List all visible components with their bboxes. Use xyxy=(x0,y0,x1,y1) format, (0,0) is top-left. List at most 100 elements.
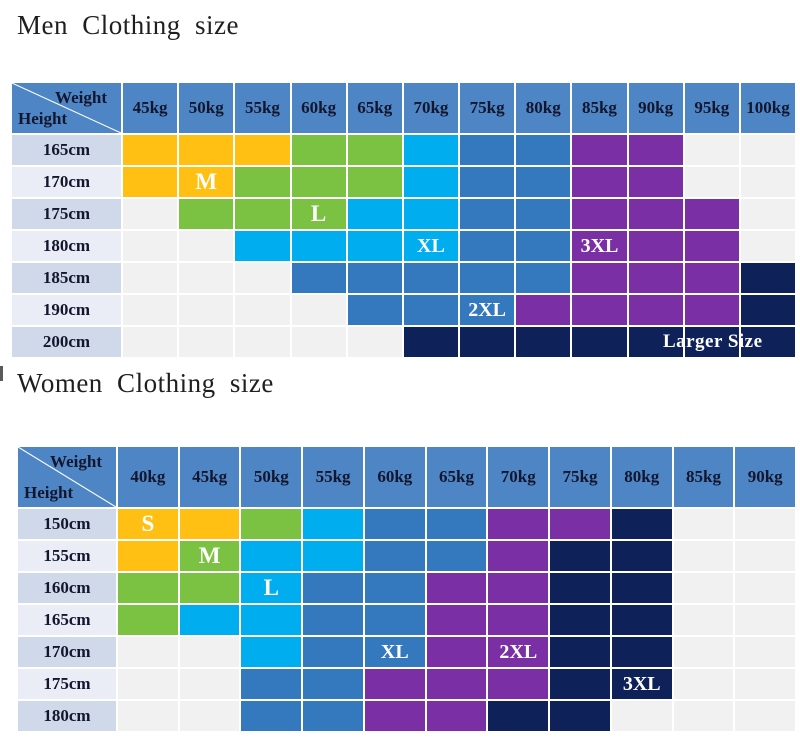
cell-190cm-55kg xyxy=(235,295,292,325)
col-header-45kg: 45kg xyxy=(123,83,180,133)
corner-height-label: Height xyxy=(24,483,74,502)
cell-165cm-90kg xyxy=(735,605,798,635)
col-header-90kg: 90kg xyxy=(735,447,798,507)
cell-185cm-90kg xyxy=(628,263,685,293)
row-cells xyxy=(123,135,798,165)
cell-170cm-40kg xyxy=(118,637,180,667)
row-cells xyxy=(118,701,798,731)
row-cells: S xyxy=(118,509,798,539)
cell-150cm-75kg xyxy=(550,509,612,539)
women-table-title: Women Clothing size xyxy=(17,368,274,398)
col-header-55kg: 55kg xyxy=(303,447,365,507)
cell-180cm-70kg xyxy=(488,701,551,731)
cell-185cm-85kg xyxy=(572,263,629,293)
cell-180cm-60kg xyxy=(291,231,348,261)
row-cells xyxy=(123,263,798,293)
cell-175cm-60kg: L xyxy=(291,199,348,229)
col-header-50kg: 50kg xyxy=(179,83,236,133)
cell-175cm-55kg xyxy=(303,669,365,699)
cell-185cm-95kg xyxy=(684,263,741,293)
cell-180cm-75kg xyxy=(460,231,517,261)
cell-200cm-75kg xyxy=(460,327,517,357)
table-row: 200cm Larger Size xyxy=(12,327,798,357)
cell-165cm-55kg xyxy=(235,135,292,165)
cell-165cm-80kg xyxy=(611,605,674,635)
cell-165cm-65kg xyxy=(426,605,489,635)
col-header-95kg: 95kg xyxy=(684,83,741,133)
cell-200cm-70kg xyxy=(403,327,461,357)
cell-155cm-90kg xyxy=(735,541,798,571)
col-header-50kg: 50kg xyxy=(241,447,304,507)
cell-180cm-90kg xyxy=(628,231,685,261)
cell-190cm-80kg xyxy=(516,295,573,325)
cell-155cm-75kg xyxy=(550,541,612,571)
cell-180cm-90kg xyxy=(735,701,798,731)
size-label-3xl: 3XL xyxy=(580,234,619,257)
cell-190cm-75kg: 2XL xyxy=(460,295,517,325)
size-label-m: M xyxy=(195,169,218,194)
cell-180cm-65kg xyxy=(426,701,489,731)
cell-190cm-95kg xyxy=(684,295,741,325)
row-cells: XL 2XL xyxy=(118,637,798,667)
col-header-60kg: 60kg xyxy=(364,447,427,507)
cell-165cm-60kg xyxy=(364,605,427,635)
cell-160cm-65kg xyxy=(426,573,489,603)
cell-175cm-50kg xyxy=(241,669,304,699)
col-header-65kg: 65kg xyxy=(426,447,489,507)
cell-165cm-70kg xyxy=(403,135,461,165)
cell-150cm-85kg xyxy=(673,509,736,539)
table-header-row: Weight Height 40kg 45kg 50kg 55kg 60kg 65kg 70kg… xyxy=(18,447,798,507)
row-cells: 2XL xyxy=(123,295,798,325)
col-header-75kg: 75kg xyxy=(550,447,612,507)
table-row: 165cm xyxy=(18,605,798,635)
col-header-60kg: 60kg xyxy=(291,83,348,133)
cell-190cm-90kg xyxy=(628,295,685,325)
col-header-75kg: 75kg xyxy=(460,83,517,133)
cell-165cm-90kg xyxy=(628,135,685,165)
cell-200cm-65kg xyxy=(347,327,404,357)
table-row: 185cm xyxy=(12,263,798,293)
cell-165cm-80kg xyxy=(516,135,573,165)
row-header-165cm: 165cm xyxy=(18,605,118,635)
cell-185cm-65kg xyxy=(347,263,404,293)
row-cells: 3XL xyxy=(118,669,798,699)
cell-170cm-75kg xyxy=(460,167,517,197)
weight-height-corner-cell: Weight Height xyxy=(12,83,123,133)
cell-155cm-40kg xyxy=(118,541,180,571)
cell-155cm-60kg xyxy=(364,541,427,571)
row-cells: L xyxy=(123,199,798,229)
size-label-l: L xyxy=(263,575,279,600)
cell-180cm-55kg xyxy=(303,701,365,731)
corner-diagonal-line xyxy=(12,83,121,133)
cell-200cm-60kg xyxy=(291,327,348,357)
cell-170cm-80kg xyxy=(516,167,573,197)
cell-180cm-45kg xyxy=(123,231,180,261)
cell-200cm-85kg xyxy=(572,327,629,357)
weight-height-corner-cell: Weight Height xyxy=(18,447,118,507)
table-row: 180cm XL 3XL xyxy=(12,231,798,261)
cell-165cm-85kg xyxy=(673,605,736,635)
row-cells: M xyxy=(123,167,798,197)
cell-190cm-45kg xyxy=(123,295,180,325)
cell-160cm-85kg xyxy=(673,573,736,603)
cell-155cm-55kg xyxy=(303,541,365,571)
cell-165cm-45kg xyxy=(179,605,242,635)
cell-150cm-80kg xyxy=(611,509,674,539)
cell-185cm-55kg xyxy=(235,263,292,293)
cell-180cm-50kg xyxy=(241,701,304,731)
cell-180cm-85kg: 3XL xyxy=(572,231,629,261)
cell-165cm-60kg xyxy=(291,135,348,165)
row-header-150cm: 150cm xyxy=(18,509,118,539)
cell-160cm-45kg xyxy=(179,573,242,603)
cell-180cm-80kg xyxy=(611,701,674,731)
cell-175cm-70kg xyxy=(403,199,461,229)
cell-165cm-45kg xyxy=(123,135,180,165)
cell-170cm-50kg xyxy=(241,637,304,667)
cell-165cm-50kg xyxy=(241,605,304,635)
cell-175cm-45kg xyxy=(123,199,180,229)
cell-170cm-70kg xyxy=(403,167,461,197)
cell-190cm-85kg xyxy=(572,295,629,325)
cell-175cm-100kg xyxy=(740,199,798,229)
cell-180cm-50kg xyxy=(179,231,236,261)
table-header-row: Weight Height 45kg 50kg 55kg 60kg 65kg 70kg 75kg… xyxy=(12,83,798,133)
